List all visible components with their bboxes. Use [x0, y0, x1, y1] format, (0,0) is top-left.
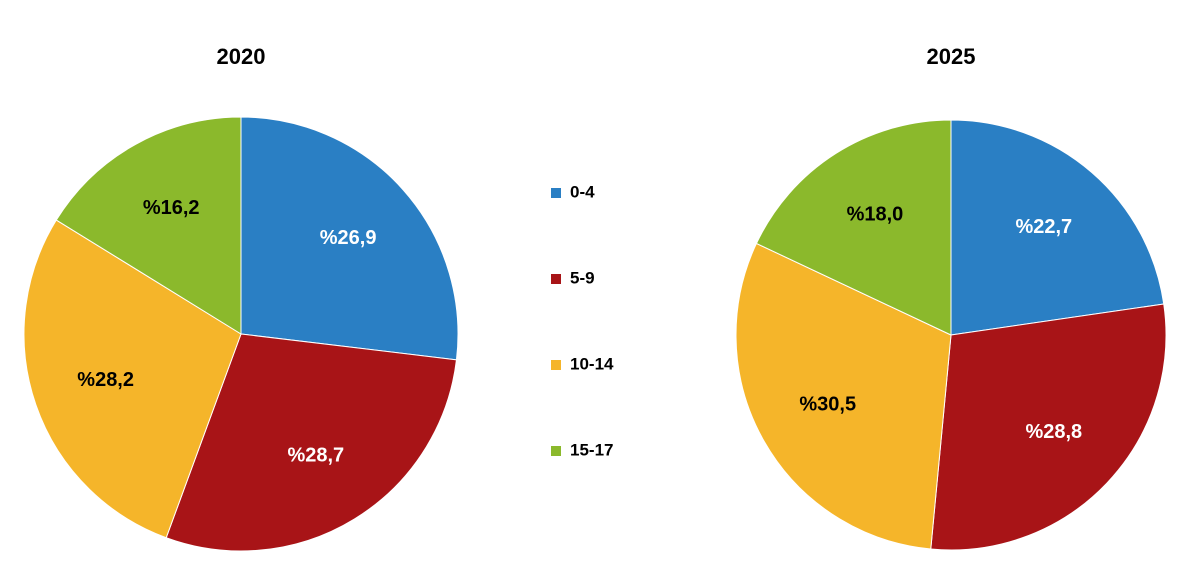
data-label: %22,7: [1015, 216, 1072, 238]
pie-slice: [165, 333, 458, 552]
pie-slice: [23, 219, 242, 539]
data-label: %28,2: [77, 369, 134, 391]
chart-title: 2020: [217, 44, 266, 69]
legend-label: 15-17: [570, 440, 613, 459]
pie-slice: [950, 119, 1165, 336]
data-label: %26,9: [320, 227, 377, 249]
data-label: %28,7: [287, 444, 344, 466]
legend-swatch: [551, 274, 561, 284]
legend-swatch: [551, 360, 561, 370]
pie-slice: [930, 303, 1167, 551]
chart-title: 2025: [927, 44, 976, 69]
legend-label: 5-9: [570, 268, 595, 287]
data-label: %18,0: [847, 203, 904, 225]
pie-slice: [735, 242, 952, 550]
legend-swatch: [551, 188, 561, 198]
legend-swatch: [551, 446, 561, 456]
data-label: %16,2: [143, 197, 200, 219]
legend-label: 0-4: [570, 182, 595, 201]
pie-slice: [240, 116, 459, 361]
legend-label: 10-14: [570, 354, 614, 373]
data-label: %28,8: [1025, 421, 1082, 443]
pie-slice: [755, 119, 952, 336]
pie-slice: [55, 116, 242, 335]
data-label: %30,5: [799, 394, 856, 416]
